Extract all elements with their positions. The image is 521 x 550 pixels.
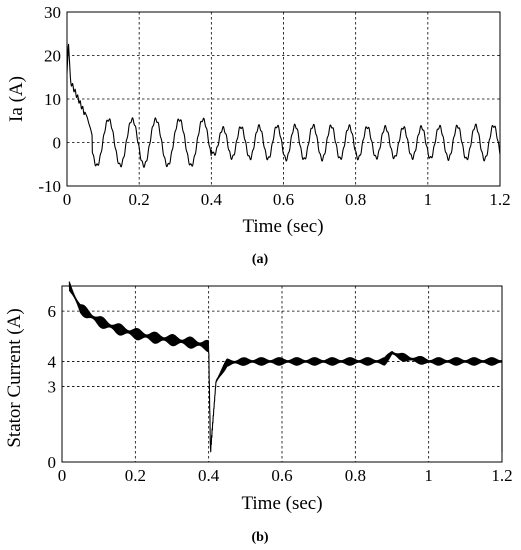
x-tick-label: 1.2 — [491, 466, 512, 485]
x-tick-label: 0 — [58, 466, 67, 485]
x-tick-label: 1 — [424, 190, 433, 209]
y-tick-label: 3 — [48, 378, 57, 397]
x-tick-label: 1 — [424, 466, 433, 485]
y-axis-label-a: Ia (A) — [6, 76, 27, 122]
x-tick-label: 0 — [63, 190, 72, 209]
grid-a — [67, 12, 500, 186]
x-tick-label: 0.8 — [345, 466, 366, 485]
y-ticks-a: -10 0 10 20 30 — [38, 3, 61, 196]
y-ticks-b: 0 3 4 6 — [48, 302, 57, 472]
series-line-stator-current — [68, 281, 503, 453]
series-line-ia — [66, 43, 501, 168]
x-tick-label: 0.6 — [273, 190, 294, 209]
x-axis-label-b: Time (sec) — [241, 493, 322, 514]
x-axis-label-a: Time (sec) — [242, 216, 323, 237]
caption-b: (b) — [251, 530, 268, 545]
y-tick-label: 0 — [48, 453, 57, 472]
chart-panel-b: 0 0.2 0.4 0.6 0.8 1 1.2 0 3 4 6 Time (sec) Stator… — [4, 281, 513, 545]
y-tick-label: 4 — [48, 352, 57, 371]
x-tick-label: 0.8 — [345, 190, 366, 209]
grid-b — [62, 286, 502, 462]
y-tick-label: 0 — [53, 134, 62, 153]
x-tick-label: 0.2 — [125, 466, 146, 485]
x-tick-label: 0.4 — [201, 190, 223, 209]
x-tick-label: 1.2 — [489, 190, 510, 209]
x-ticks-a: 0 0.2 0.4 0.6 0.8 1 1.2 — [63, 190, 511, 209]
x-tick-label: 0.6 — [271, 466, 292, 485]
x-ticks-b: 0 0.2 0.4 0.6 0.8 1 1.2 — [58, 466, 513, 485]
y-axis-label-b: Stator Current (A) — [4, 308, 25, 447]
y-tick-label: -10 — [38, 177, 61, 196]
x-tick-label: 0.2 — [129, 190, 150, 209]
x-tick-label: 0.4 — [198, 466, 220, 485]
y-tick-label: 6 — [48, 302, 57, 321]
y-tick-label: 20 — [44, 47, 61, 66]
y-tick-label: 30 — [44, 3, 61, 22]
caption-a: (a) — [252, 252, 269, 267]
y-tick-label: 10 — [44, 90, 61, 109]
